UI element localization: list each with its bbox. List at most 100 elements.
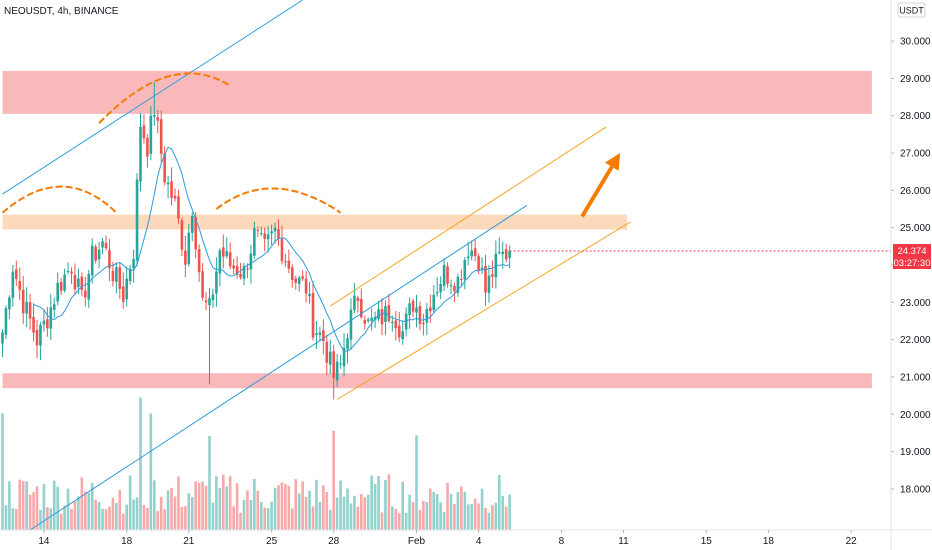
y-tick-label: 18.000 <box>900 484 931 495</box>
volume-bar-71 <box>246 490 249 530</box>
candle-body-0 <box>1 332 4 344</box>
volume-bar-10 <box>35 486 39 530</box>
volume-bar-60 <box>208 435 211 530</box>
volume-bar-37 <box>128 475 132 530</box>
volume-bar-40 <box>139 397 142 530</box>
y-tick-label: 19.000 <box>900 447 931 458</box>
candle-body-52 <box>180 220 184 250</box>
volume-bar-109 <box>377 476 380 530</box>
candle-body-119 <box>411 300 415 312</box>
volume-bar-119 <box>411 501 415 530</box>
arrow-shaft <box>580 165 614 218</box>
volume-bar-124 <box>429 488 432 530</box>
y-tick-label: 26.000 <box>900 186 931 197</box>
volume-bar-137 <box>473 498 477 530</box>
time-axis[interactable]: 14 18 21 25 28 Feb 4 8 11 15 18 22 <box>38 530 857 547</box>
candle-body-110 <box>380 309 384 325</box>
candle-body-60 <box>208 297 211 305</box>
zone-1 <box>2 214 627 230</box>
volume-bar-81 <box>280 482 284 530</box>
volume-bar-30 <box>104 509 108 530</box>
volume-bar-133 <box>460 486 463 530</box>
trendline-0 <box>2 0 303 195</box>
volume-bar-3 <box>11 508 15 530</box>
candle-body-83 <box>287 260 291 269</box>
candle-body-21 <box>73 274 77 290</box>
candle-body-86 <box>297 277 301 284</box>
candle-body-79 <box>273 227 277 232</box>
candle-body-15 <box>52 304 56 310</box>
volume-bar-116 <box>401 481 404 530</box>
candle-body-29 <box>101 241 104 248</box>
candle-body-73 <box>253 228 256 256</box>
candle-body-127 <box>439 284 442 293</box>
x-tick-label: 8 <box>559 536 565 547</box>
x-tick-label: 18 <box>121 536 133 547</box>
volume-bar-39 <box>135 497 139 530</box>
volume-bar-50 <box>173 496 177 530</box>
candle-body-61 <box>211 294 215 301</box>
volume-bar-111 <box>384 480 387 530</box>
candle-body-72 <box>249 253 253 270</box>
candle-body-92 <box>318 332 322 335</box>
volume-bar-83 <box>287 485 291 530</box>
candle-body-62 <box>215 271 218 294</box>
candle-body-53 <box>184 250 187 265</box>
volume-bar-11 <box>39 509 42 530</box>
volume-bar-66 <box>228 476 232 530</box>
candle-body-46 <box>159 119 163 154</box>
zones-layer <box>2 70 872 389</box>
x-tick-label: 22 <box>846 536 858 547</box>
candle-body-42 <box>146 137 149 157</box>
volume-bar-32 <box>111 497 115 530</box>
candle-body-71 <box>246 268 249 270</box>
candle-body-91 <box>315 333 318 335</box>
volume-bar-0 <box>1 413 4 530</box>
zone-2 <box>2 373 872 389</box>
currency-badge[interactable] <box>897 2 926 18</box>
volume-bar-36 <box>125 504 128 530</box>
volume-bar-59 <box>204 485 208 530</box>
volume-bar-141 <box>487 512 491 530</box>
candle-body-22 <box>77 278 80 287</box>
volume-bar-123 <box>425 502 429 530</box>
y-tick-label: 30.000 <box>900 37 931 48</box>
volume-bar-28 <box>97 501 101 530</box>
volume-bar-53 <box>184 506 187 530</box>
volume-bar-46 <box>159 496 163 530</box>
x-tick-label: 28 <box>328 536 340 547</box>
candle-body-3 <box>11 271 15 298</box>
candle-body-59 <box>204 300 208 303</box>
volume-bar-136 <box>470 503 473 530</box>
candle-body-139 <box>480 267 484 270</box>
candle-body-50 <box>173 195 177 199</box>
candle-body-1 <box>4 308 8 335</box>
candle-body-94 <box>325 341 329 363</box>
candle-body-66 <box>228 252 232 267</box>
volume-bar-43 <box>149 413 153 530</box>
volume-bar-82 <box>284 483 287 530</box>
drawings-layer <box>1 0 891 531</box>
last-price-marker: 24.374 03:27:30 <box>893 244 931 270</box>
volume-bar-125 <box>432 491 436 530</box>
candle-body-128 <box>442 264 446 286</box>
volume-bar-86 <box>297 493 301 530</box>
candle-body-123 <box>425 308 429 323</box>
volume-bar-6 <box>21 481 25 530</box>
volume-bar-73 <box>253 478 256 530</box>
candle-body-58 <box>201 271 204 298</box>
volume-bar-52 <box>180 507 184 530</box>
candle-body-111 <box>384 306 387 322</box>
volume-bar-38 <box>132 499 135 530</box>
candle-body-51 <box>177 196 180 219</box>
candle-body-57 <box>197 249 201 273</box>
candle-body-47 <box>163 153 166 183</box>
volume-bar-106 <box>366 494 370 530</box>
candle-body-109 <box>377 309 380 320</box>
candle-body-28 <box>97 249 101 260</box>
candle-body-48 <box>166 182 170 185</box>
candle-body-75 <box>259 232 263 234</box>
candle-body-13 <box>46 319 49 329</box>
volume-bar-95 <box>328 509 332 530</box>
